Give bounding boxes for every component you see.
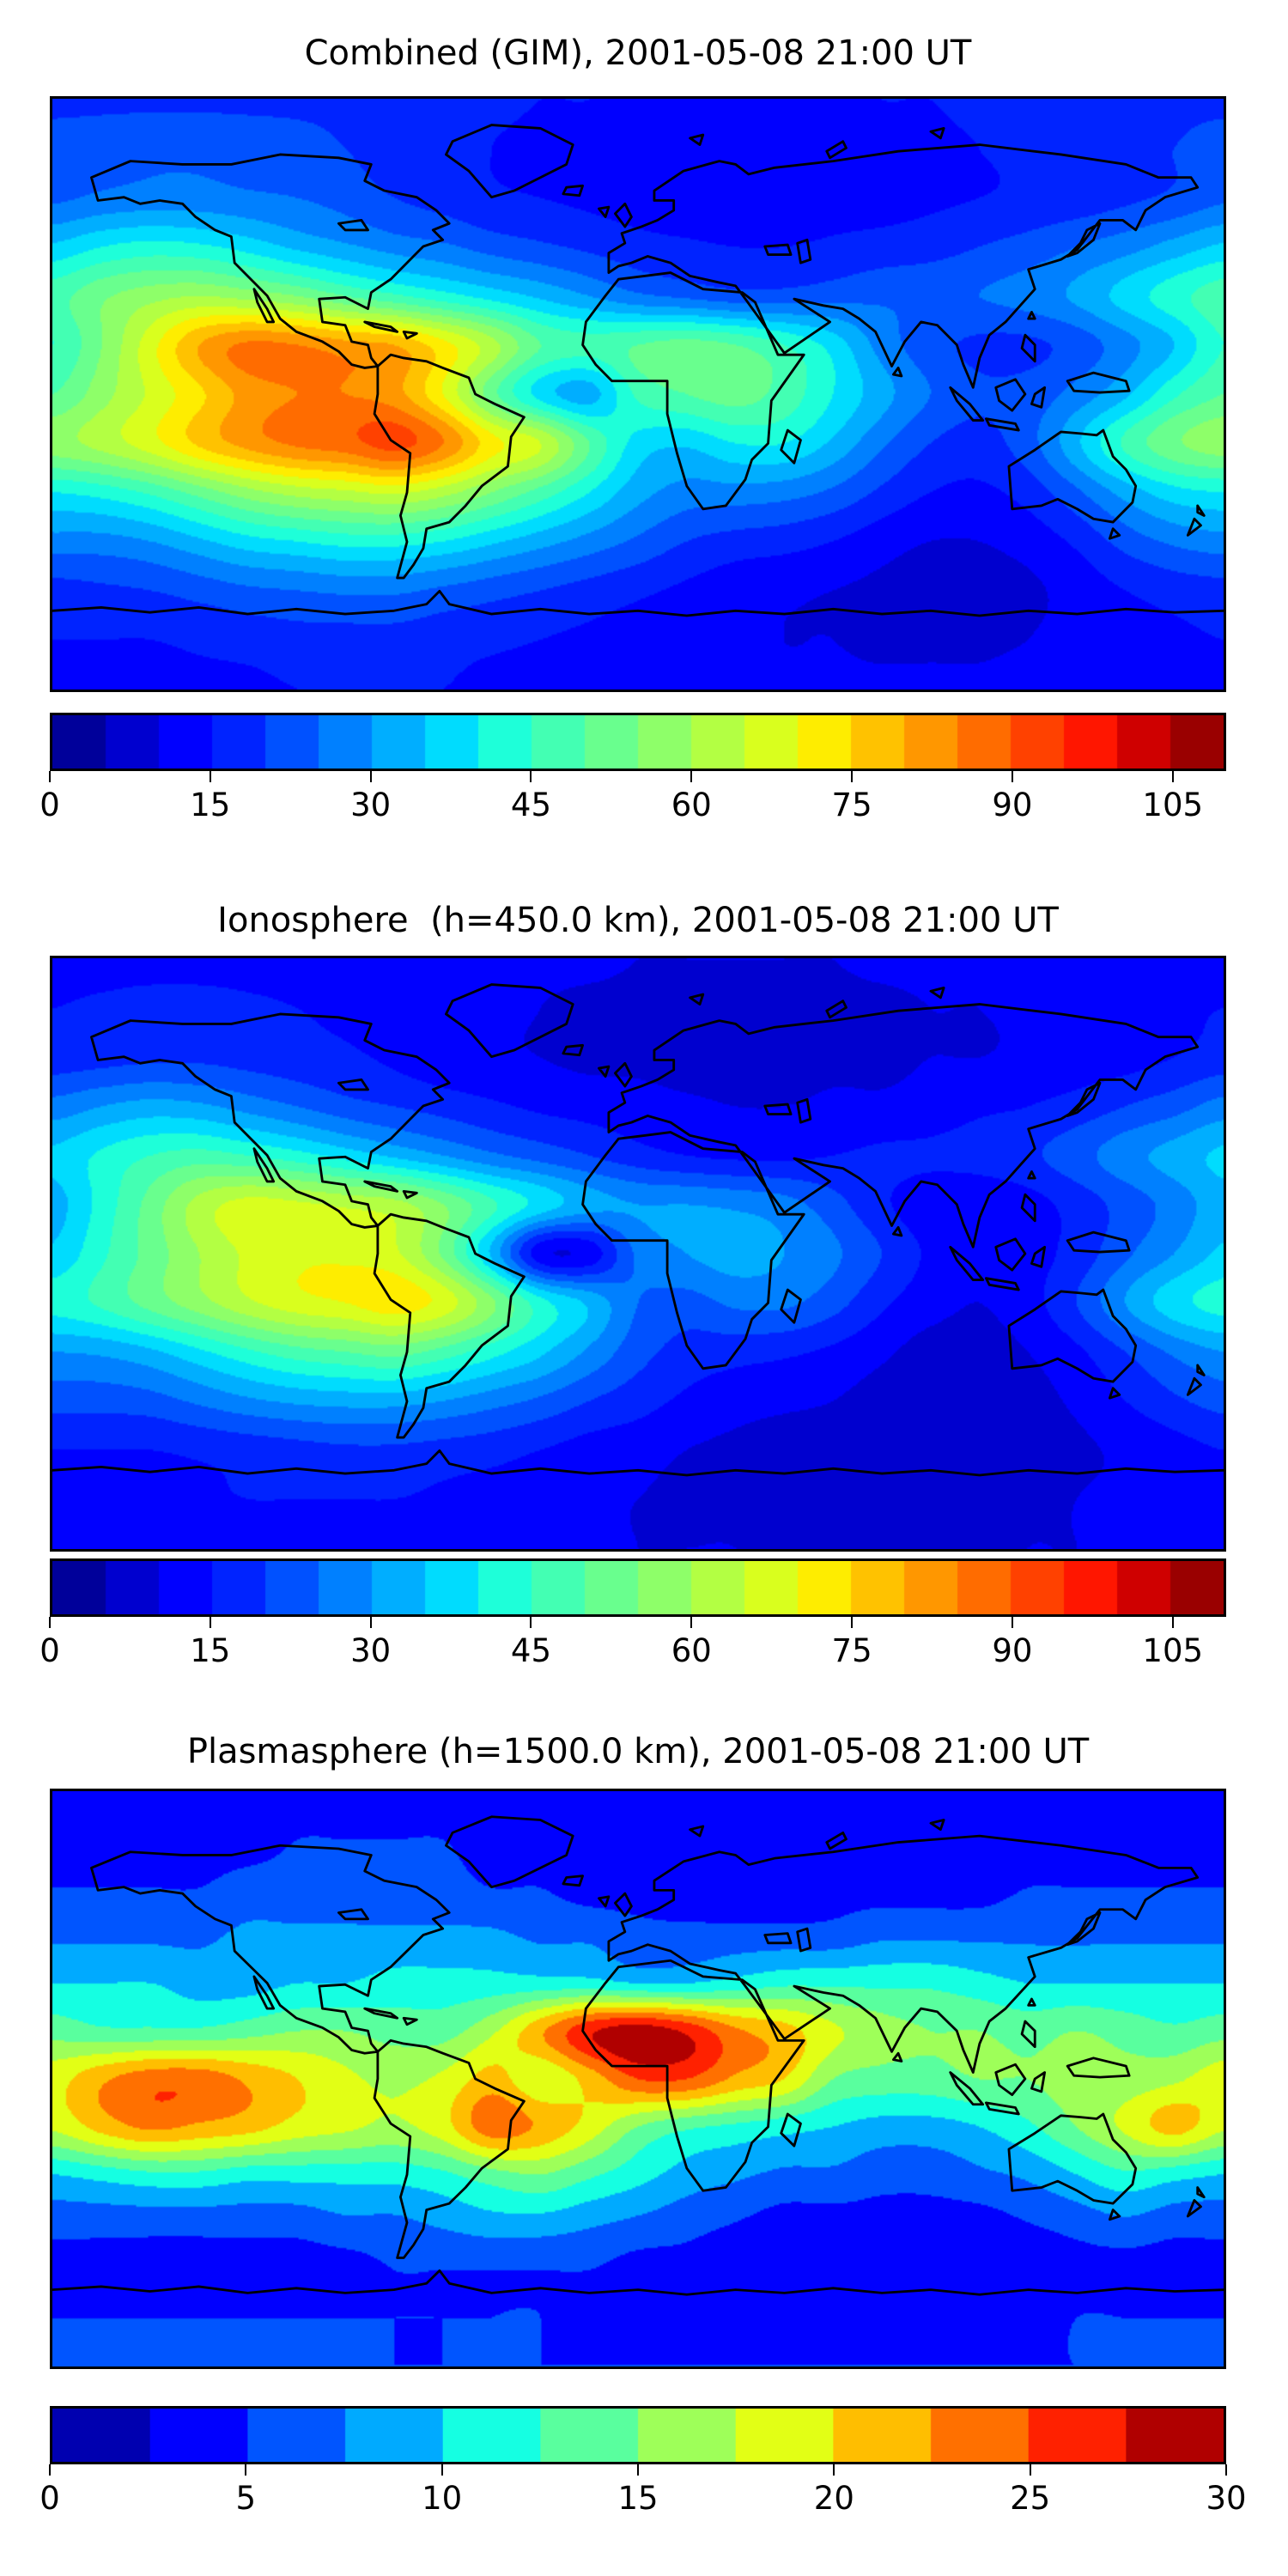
- colorbar-tick: [530, 1617, 532, 1628]
- colorbar-tick-label: 45: [510, 787, 551, 823]
- colorbar-tick-label: 5: [235, 2480, 257, 2517]
- coastline-path: [52, 124, 1224, 617]
- map-combined: [50, 96, 1226, 692]
- colorbar-canvas-combined: [52, 715, 1224, 769]
- colorbar-tick-label: 30: [1206, 2480, 1247, 2517]
- colorbar-tick-label: 60: [671, 787, 712, 823]
- panel-title-ionosphere: Ionosphere (h=450.0 km), 2001-05-08 21:0…: [217, 901, 1059, 940]
- coastline-path: [52, 1815, 1224, 2296]
- colorbar-tick-label: 0: [39, 787, 60, 823]
- colorbar-combined: [50, 713, 1226, 771]
- colorbar-tick-label: 20: [813, 2480, 854, 2517]
- colorbar-ionosphere: [50, 1558, 1226, 1617]
- colorbar-tick-label: 75: [831, 787, 872, 823]
- colorbar-tick-label: 15: [190, 787, 231, 823]
- colorbar-tick-label: 75: [831, 1632, 872, 1669]
- coastline-overlay: [52, 983, 1224, 1477]
- colorbar-tick: [245, 2464, 247, 2476]
- colorbar-tick: [369, 1617, 372, 1628]
- colorbar-tick: [690, 1617, 693, 1628]
- colorbar-tick: [1011, 1617, 1013, 1628]
- colorbar-tick: [851, 1617, 854, 1628]
- coastline-overlay: [52, 124, 1224, 617]
- colorbar-tick: [1011, 771, 1013, 782]
- colorbar-tick: [1171, 771, 1174, 782]
- tec-map-canvas-ionosphere: [52, 958, 1224, 1549]
- colorbar-tick-label: 60: [671, 1632, 712, 1669]
- colorbar-tick: [690, 771, 693, 782]
- colorbar-tick-label: 15: [617, 2480, 659, 2517]
- colorbar-tick-label: 105: [1142, 787, 1204, 823]
- map-ionosphere: [50, 956, 1226, 1552]
- tec-map-canvas-plasmasphere: [52, 1791, 1224, 2366]
- colorbar-tick: [637, 2464, 639, 2476]
- colorbar-plasmasphere: [50, 2406, 1226, 2464]
- colorbar-tick: [1225, 2464, 1227, 2476]
- map-plasmasphere: [50, 1789, 1226, 2369]
- colorbar-tick-label: 105: [1142, 1632, 1204, 1669]
- colorbar-tick-label: 45: [510, 1632, 551, 1669]
- colorbar-tick-label: 30: [350, 787, 392, 823]
- colorbar-tick: [1171, 1617, 1174, 1628]
- colorbar-tick-label: 10: [422, 2480, 463, 2517]
- colorbar-tick: [49, 2464, 51, 2476]
- colorbar-tick: [833, 2464, 835, 2476]
- coastline-overlay: [52, 1815, 1224, 2296]
- colorbar-canvas-ionosphere: [52, 1561, 1224, 1614]
- colorbar-tick: [1029, 2464, 1031, 2476]
- colorbar-canvas-plasmasphere: [52, 2409, 1224, 2462]
- colorbar-tick: [209, 1617, 211, 1628]
- colorbar-tick-label: 0: [39, 1632, 60, 1669]
- colorbar-tick-label: 15: [190, 1632, 231, 1669]
- colorbar-tick: [530, 771, 532, 782]
- tec-map-canvas-combined: [52, 99, 1224, 690]
- colorbar-tick-label: 30: [350, 1632, 392, 1669]
- colorbar-tick-label: 0: [39, 2480, 60, 2517]
- colorbar-tick: [49, 771, 51, 782]
- panel-title-combined: Combined (GIM), 2001-05-08 21:00 UT: [304, 33, 972, 73]
- colorbar-tick: [49, 1617, 51, 1628]
- coastline-path: [52, 983, 1224, 1477]
- colorbar-tick: [440, 2464, 443, 2476]
- colorbar-tick-label: 90: [992, 787, 1033, 823]
- colorbar-tick-label: 25: [1010, 2480, 1051, 2517]
- colorbar-tick: [209, 771, 211, 782]
- colorbar-tick: [369, 771, 372, 782]
- panel-title-plasmasphere: Plasmasphere (h=1500.0 km), 2001-05-08 2…: [186, 1732, 1090, 1771]
- colorbar-tick-label: 90: [992, 1632, 1033, 1669]
- colorbar-tick: [851, 771, 854, 782]
